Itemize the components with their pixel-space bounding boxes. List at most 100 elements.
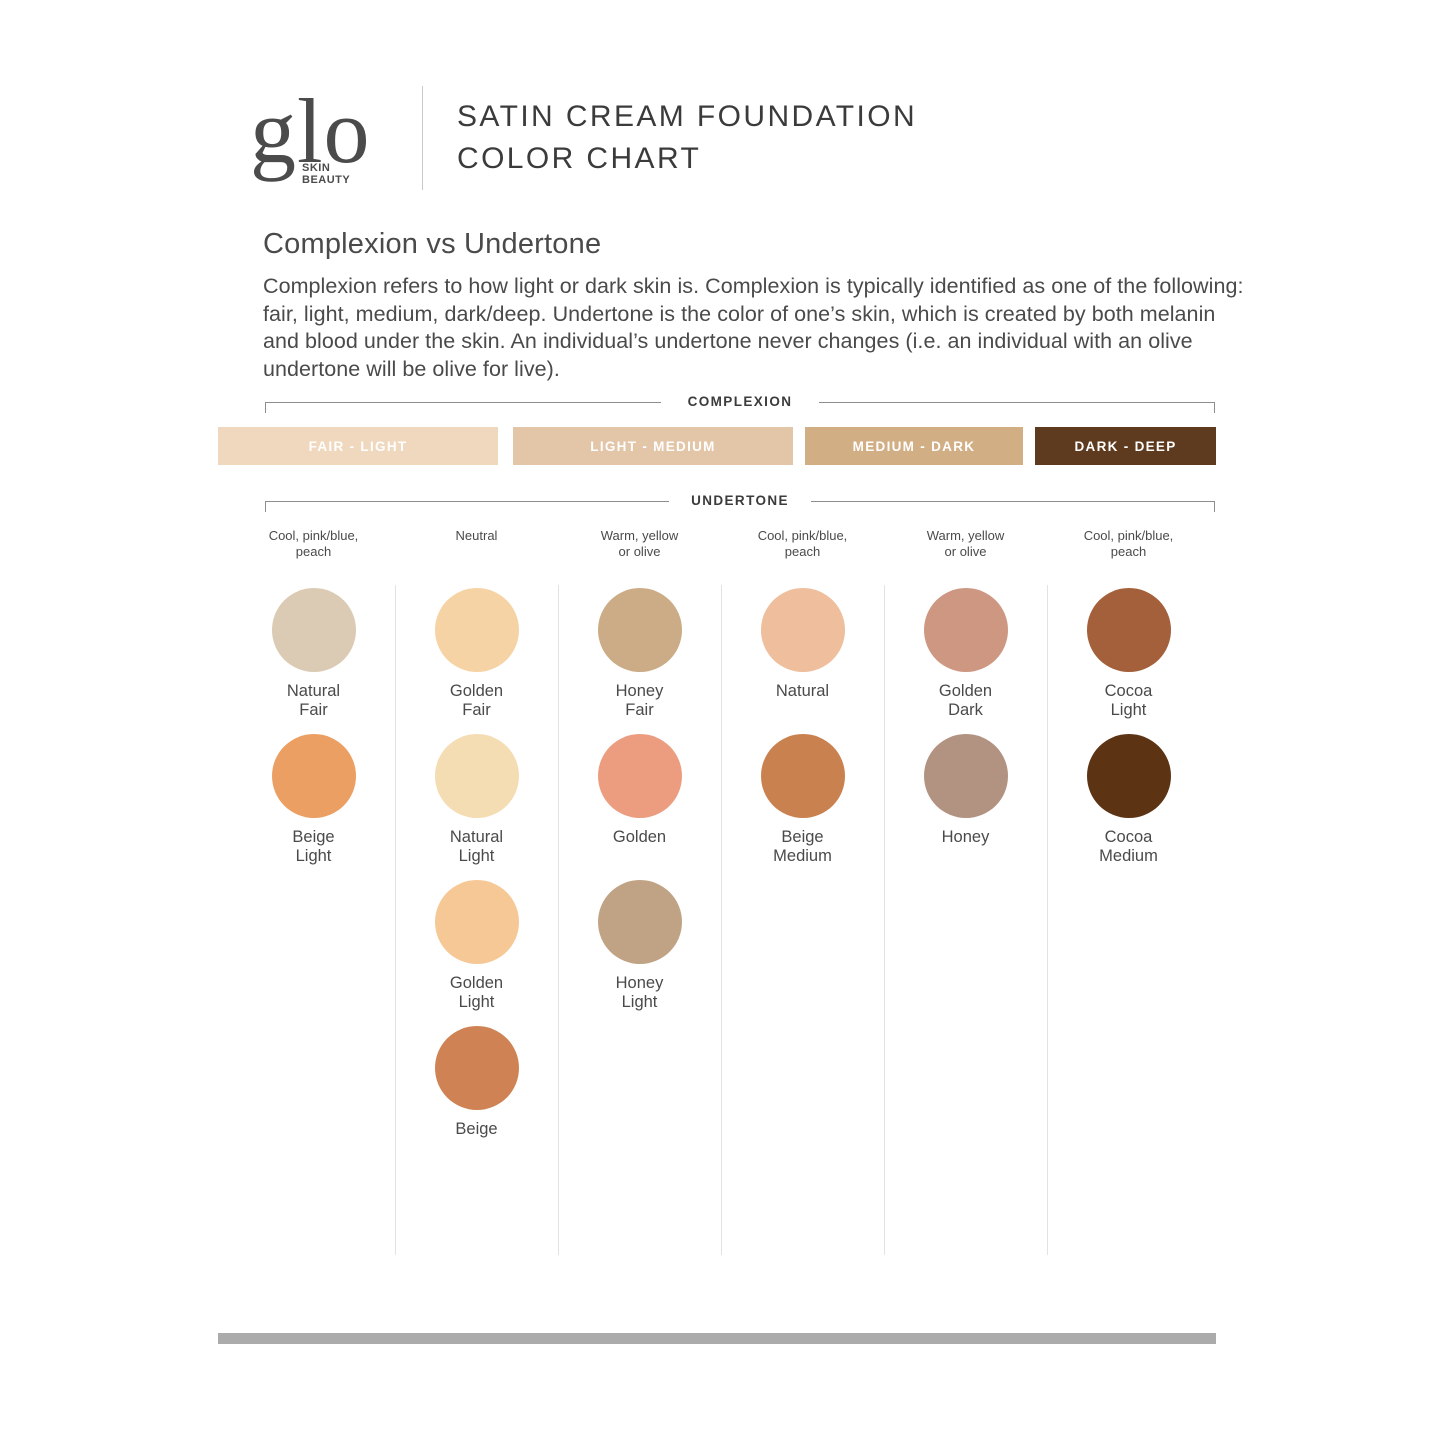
- undertone-column-header: Cool, pink/blue, peach: [232, 520, 395, 572]
- swatch-label-line2: Fair: [299, 701, 328, 719]
- swatch-cell[interactable]: Golden Light: [395, 880, 558, 1012]
- swatch-dot[interactable]: [597, 880, 682, 964]
- swatch-label: Cocoa Light: [1047, 682, 1210, 720]
- complexion-band-label: FAIR - LIGHT: [308, 438, 408, 454]
- swatch-dot[interactable]: [760, 588, 845, 672]
- swatch-cell[interactable]: Natural Fair: [232, 588, 395, 720]
- swatch-label-line2: Light: [458, 847, 495, 865]
- swatch-label-line2: Light: [1110, 701, 1147, 719]
- undertone-column-header-line1: Cool, pink/blue,: [1083, 528, 1174, 543]
- brand-logo-tagline-line2: BEAUTY: [302, 173, 351, 186]
- brand-logo: glo SKIN BEAUTY: [248, 79, 396, 197]
- undertone-column-header-line2: peach: [784, 544, 821, 559]
- intro-body: Complexion refers to how light or dark s…: [263, 274, 1244, 381]
- column-divider-2: [558, 585, 559, 1255]
- undertone-column-header-line2: peach: [1110, 544, 1147, 559]
- swatch-dot[interactable]: [434, 880, 519, 964]
- undertone-bracket: UNDERTONE: [265, 489, 1215, 515]
- swatch-label-line1: Natural: [775, 682, 830, 700]
- swatch-dot[interactable]: [434, 588, 519, 672]
- swatch-dot[interactable]: [271, 588, 356, 672]
- swatch-label-line2: Fair: [462, 701, 491, 719]
- swatch-dot[interactable]: [597, 734, 682, 818]
- swatch-cell[interactable]: Golden Dark: [884, 588, 1047, 720]
- undertone-column-header-line1: Cool, pink/blue,: [268, 528, 359, 543]
- swatch-label-line2: Light: [621, 993, 658, 1011]
- swatch-label-line1: Honey: [615, 682, 664, 700]
- column-divider-4: [884, 585, 885, 1255]
- complexion-band-label: MEDIUM - DARK: [852, 438, 976, 454]
- swatch-label: Natural Fair: [232, 682, 395, 720]
- swatch-label-line1: Natural: [286, 682, 341, 700]
- undertone-column-header-line1: Warm, yellow: [600, 528, 679, 543]
- page-title-line2: COLOR CHART: [457, 142, 702, 175]
- swatch-dot[interactable]: [923, 734, 1008, 818]
- complexion-bracket-tick-left: [265, 402, 266, 413]
- swatch-label-line1: Cocoa: [1104, 682, 1153, 700]
- swatch-cell[interactable]: Cocoa Light: [1047, 588, 1210, 720]
- swatch-label-line1: Cocoa: [1104, 828, 1153, 846]
- swatch-cell[interactable]: Honey: [884, 734, 1047, 847]
- swatch-label-line1: Beige: [781, 828, 824, 846]
- swatch-cell[interactable]: Golden Fair: [395, 588, 558, 720]
- complexion-band-3: DARK - DEEP: [1035, 427, 1216, 465]
- undertone-bracket-tick-left: [265, 501, 266, 512]
- column-divider-5: [1047, 585, 1048, 1255]
- complexion-bracket: COMPLEXION: [265, 390, 1215, 416]
- swatch-label: Beige Light: [232, 828, 395, 866]
- swatch-cell[interactable]: Golden: [558, 734, 721, 847]
- undertone-column-4: Warm, yellow or olive: [884, 520, 1047, 572]
- swatch-label-line1: Beige: [292, 828, 335, 846]
- swatch-cell[interactable]: Honey Fair: [558, 588, 721, 720]
- swatch-label-line2: Light: [295, 847, 332, 865]
- complexion-bracket-tick-right: [1214, 402, 1215, 413]
- undertone-column-header-line2: or olive: [944, 544, 987, 559]
- swatch-label-line1: Beige: [455, 1120, 498, 1138]
- swatch-label: Honey: [884, 828, 1047, 847]
- undertone-column-5: Cool, pink/blue, peach: [1047, 520, 1210, 572]
- swatch-dot[interactable]: [760, 734, 845, 818]
- swatch-label-line2: Medium: [1099, 847, 1158, 865]
- header-divider: [422, 86, 423, 190]
- swatch-label-line1: Golden: [449, 682, 504, 700]
- complexion-band-0: FAIR - LIGHT: [218, 427, 498, 465]
- complexion-bracket-line-left: [265, 402, 661, 403]
- complexion-bracket-line-right: [819, 402, 1215, 403]
- swatch-cell[interactable]: Natural: [721, 588, 884, 701]
- swatch-dot[interactable]: [271, 734, 356, 818]
- undertone-column-header-line2: peach: [295, 544, 332, 559]
- undertone-bracket-line-left: [265, 501, 669, 502]
- swatch-cell[interactable]: Natural Light: [395, 734, 558, 866]
- swatch-cell[interactable]: Beige Light: [232, 734, 395, 866]
- swatch-label: Beige: [395, 1120, 558, 1139]
- undertone-bracket-tick-right: [1214, 501, 1215, 512]
- swatch-dot[interactable]: [597, 588, 682, 672]
- complexion-band-label: DARK - DEEP: [1074, 438, 1177, 454]
- swatch-label-line1: Golden: [612, 828, 667, 846]
- swatch-cell[interactable]: Beige: [395, 1026, 558, 1139]
- swatch-label: Golden Light: [395, 974, 558, 1012]
- undertone-column-2: Warm, yellow or olive: [558, 520, 721, 572]
- intro-heading: Complexion vs Undertone: [263, 228, 602, 260]
- column-divider-3: [721, 585, 722, 1255]
- undertone-bracket-line-right: [811, 501, 1215, 502]
- undertone-column-header-line2: or olive: [618, 544, 661, 559]
- swatch-dot[interactable]: [1086, 588, 1171, 672]
- swatch-label: Golden Dark: [884, 682, 1047, 720]
- swatch-dot[interactable]: [1086, 734, 1171, 818]
- swatch-dot[interactable]: [434, 1026, 519, 1110]
- undertone-column-header-line1: Warm, yellow: [926, 528, 1005, 543]
- complexion-bars: FAIR - LIGHT LIGHT - MEDIUM MEDIUM - DARK D…: [218, 427, 1216, 465]
- undertone-column-header: Cool, pink/blue, peach: [721, 520, 884, 572]
- swatch-cell[interactable]: Honey Light: [558, 880, 721, 1012]
- swatch-label: Honey Fair: [558, 682, 721, 720]
- undertone-bracket-label: UNDERTONE: [691, 493, 789, 508]
- swatch-cell[interactable]: Beige Medium: [721, 734, 884, 866]
- swatch-cell[interactable]: Cocoa Medium: [1047, 734, 1210, 866]
- swatch-dot[interactable]: [434, 734, 519, 818]
- swatch-label-line1: Golden: [938, 682, 993, 700]
- brand-logo-tagline-line1: SKIN: [302, 162, 331, 174]
- swatch-dot[interactable]: [923, 588, 1008, 672]
- swatch-label: Cocoa Medium: [1047, 828, 1210, 866]
- column-divider-1: [395, 585, 396, 1255]
